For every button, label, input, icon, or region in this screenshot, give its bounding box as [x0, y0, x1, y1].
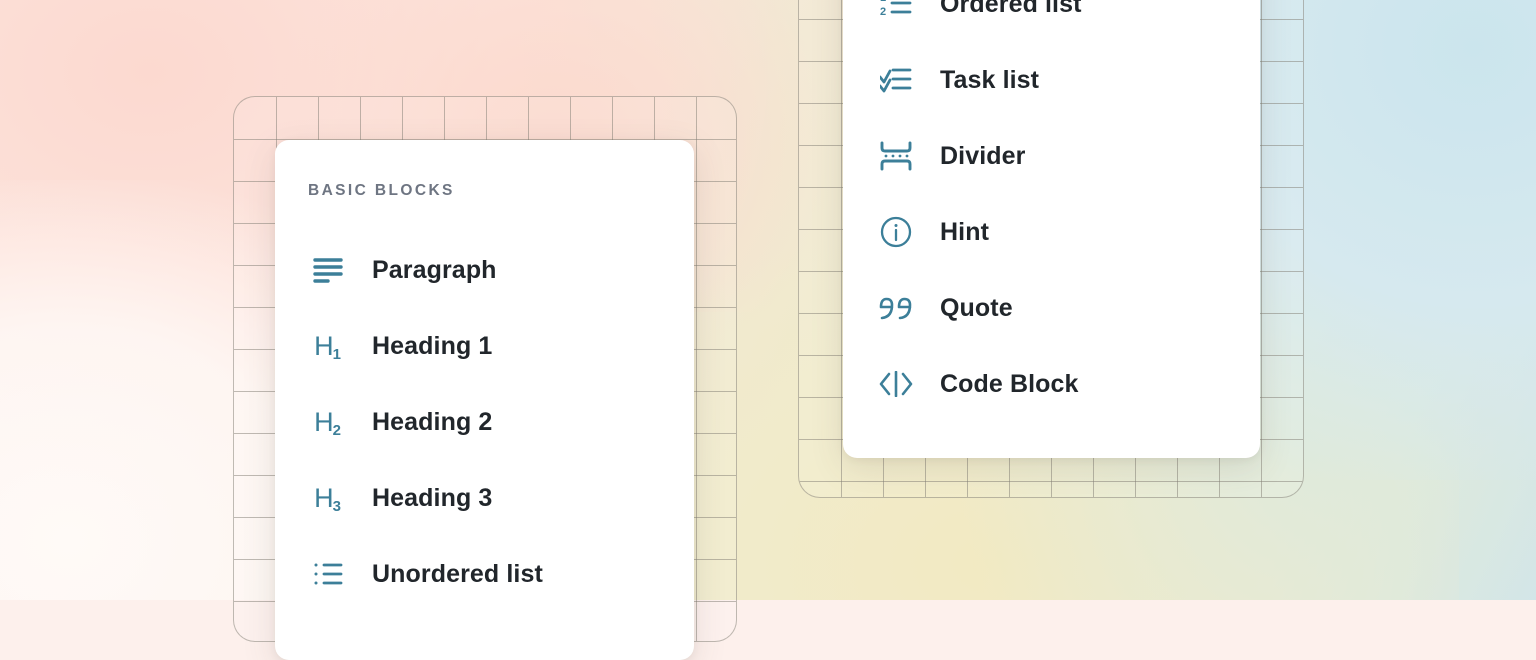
svg-text:2: 2	[880, 6, 886, 17]
menu-item-label: Ordered list	[940, 0, 1082, 18]
menu-item-label: Code Block	[940, 369, 1079, 398]
grid-line-horizontal	[234, 139, 736, 141]
menu-item-unordered-list[interactable]: Unordered list	[275, 536, 694, 612]
menu-item-ordered-list-real[interactable]: 1 2 Ordered list	[843, 0, 1260, 42]
grid-line-horizontal	[799, 481, 1303, 483]
background-gradient	[0, 0, 1536, 600]
heading-glyph: H	[314, 482, 334, 513]
info-circle-icon	[876, 212, 916, 252]
section-header-basic-blocks: BASIC BLOCKS	[308, 182, 455, 199]
grid-line-vertical	[696, 97, 698, 641]
menu-item-task-list[interactable]: Task list	[843, 42, 1260, 118]
advanced-blocks-menu-card: 1 2 Ordered list Task list	[843, 0, 1260, 458]
menu-item-divider[interactable]: Divider	[843, 118, 1260, 194]
menu-item-quote[interactable]: Quote	[843, 270, 1260, 346]
code-brackets-icon	[876, 364, 916, 404]
grid-line-vertical	[841, 0, 843, 497]
divider-icon	[876, 136, 916, 176]
menu-item-label: Paragraph	[372, 255, 497, 284]
heading-level: 3	[332, 497, 341, 515]
checklist-icon	[876, 60, 916, 100]
menu-item-label: Heading 1	[372, 331, 493, 360]
menu-item-label: Heading 2	[372, 407, 493, 436]
menu-item-label: Task list	[940, 65, 1040, 94]
grid-line-vertical	[1261, 0, 1263, 497]
menu-item-label: Hint	[940, 217, 989, 246]
numbered-list-icon: 1 2	[876, 0, 916, 24]
paragraph-lines-icon	[308, 250, 348, 290]
bulleted-list-icon	[308, 554, 348, 594]
menu-item-label: Quote	[940, 293, 1013, 322]
grid-line-vertical	[1303, 0, 1304, 497]
menu-item-label: Heading 3	[372, 483, 493, 512]
quote-marks-icon	[876, 288, 916, 328]
menu-item-code-block[interactable]: Code Block	[843, 346, 1260, 422]
heading-level: 1	[332, 345, 341, 363]
heading-glyph: H	[314, 330, 334, 361]
svg-text:1: 1	[880, 0, 886, 4]
heading-glyph: H	[314, 406, 334, 437]
menu-item-label: Divider	[940, 141, 1026, 170]
menu-item-label: Unordered list	[372, 559, 543, 588]
right-menu-list: 1 2 Ordered list Task list	[843, 0, 1260, 422]
menu-item-paragraph[interactable]: Paragraph	[275, 232, 694, 308]
menu-item-hint[interactable]: Hint	[843, 194, 1260, 270]
heading-level: 2	[332, 421, 341, 439]
